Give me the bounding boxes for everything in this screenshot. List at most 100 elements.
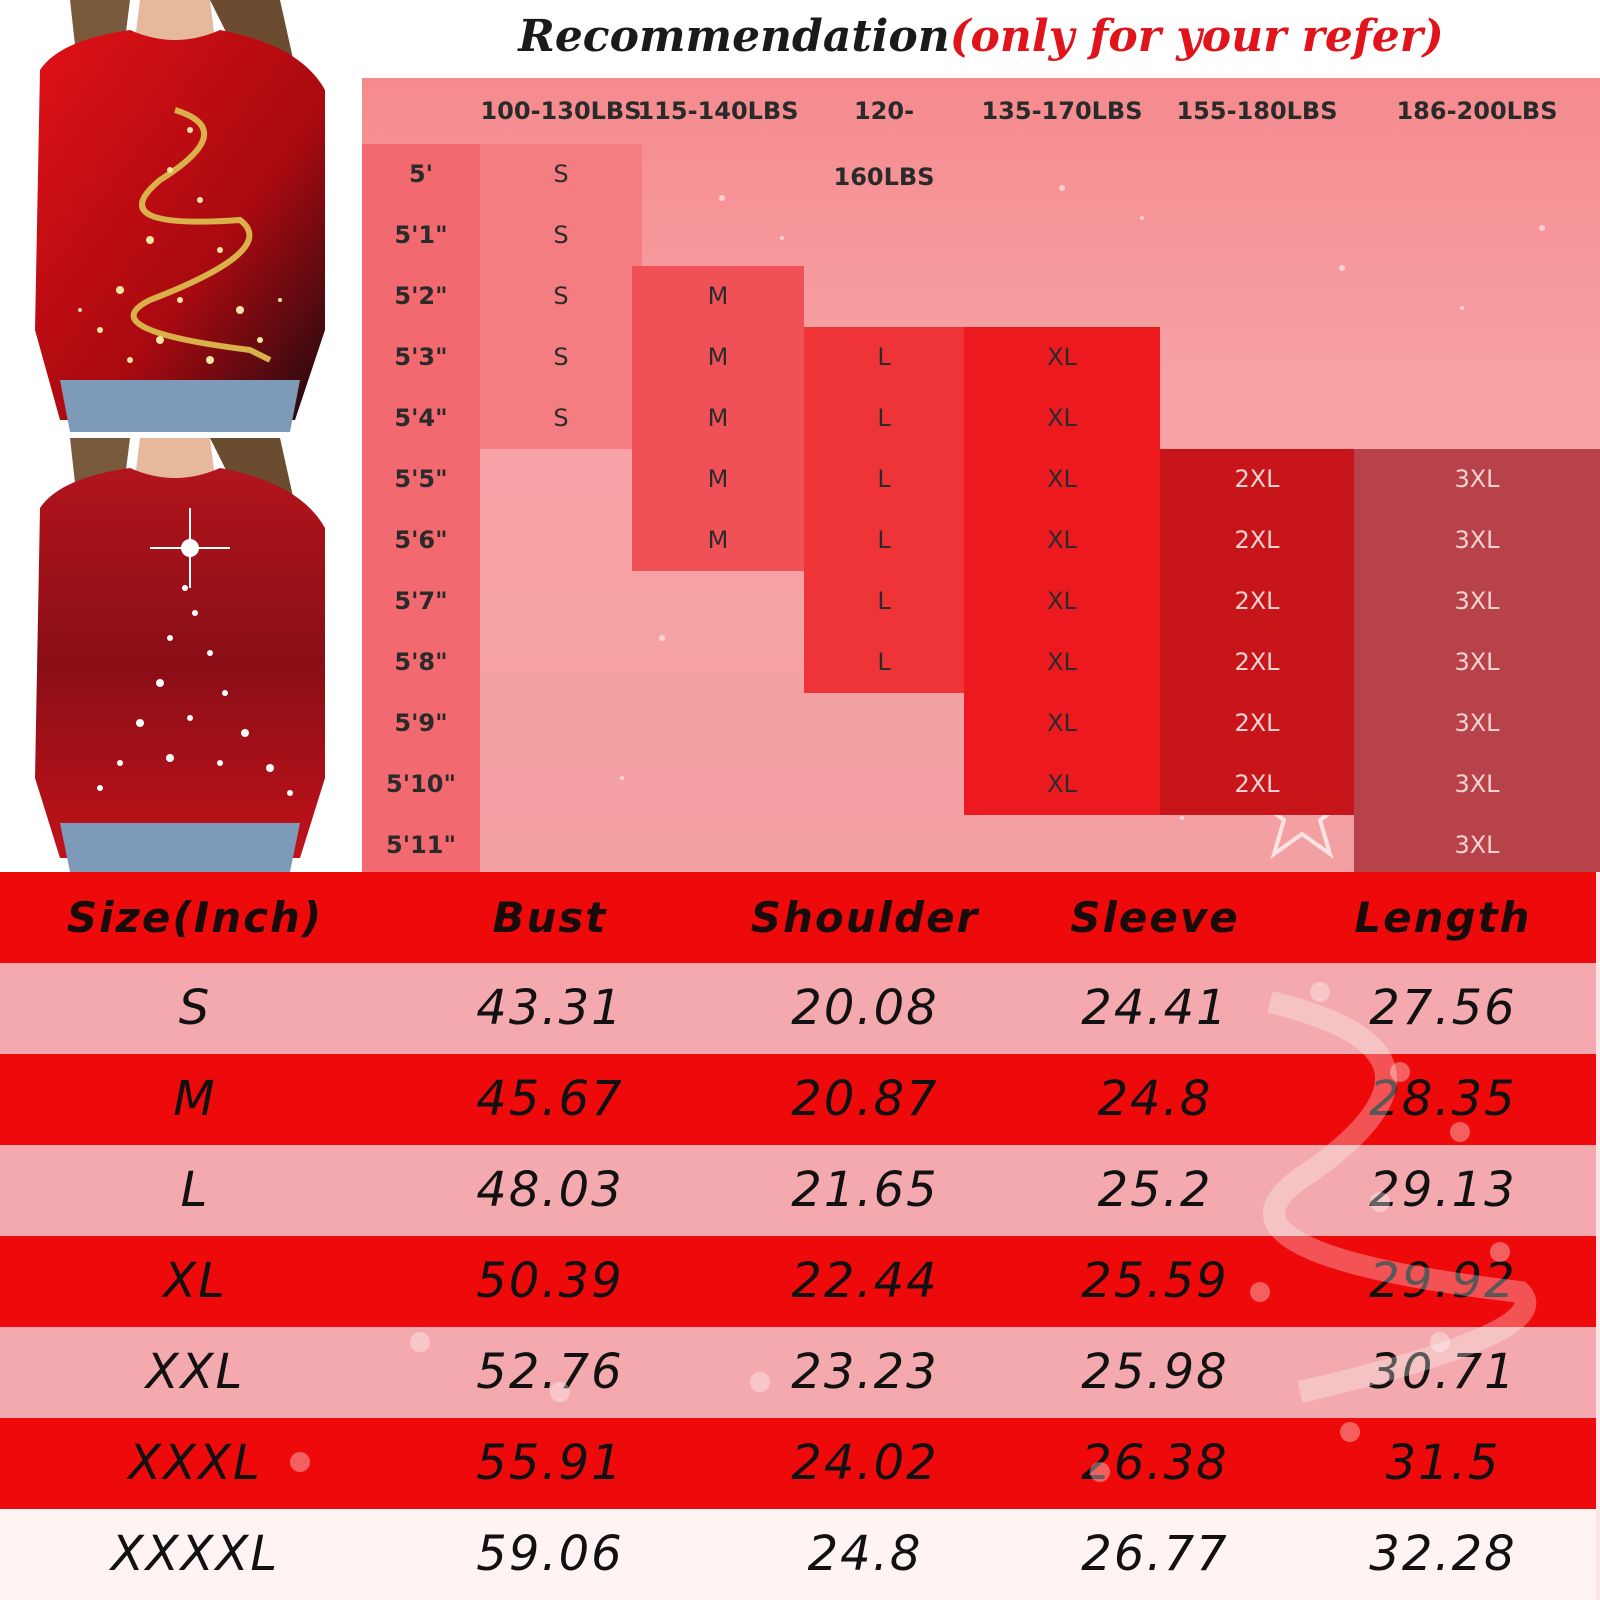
recommended-size-cell: XL (1047, 343, 1077, 371)
size-table-row: XXL 52.76 23.23 25.98 30.71 (0, 1327, 1596, 1418)
cell-sleeve: 25.59 (1081, 1253, 1229, 1309)
cell-bust: 48.03 (476, 1162, 624, 1218)
recommended-size-cell: XL (1047, 709, 1077, 737)
recommendation-title-main: Recommendation (518, 11, 950, 62)
recommended-size-cell: S (553, 282, 569, 310)
size-table-row: S 43.31 20.08 24.41 27.56 (0, 963, 1596, 1054)
recommended-size-cell: 3XL (1454, 770, 1500, 798)
recommended-size-cell: S (553, 221, 569, 249)
cell-shoulder: 24.02 (791, 1435, 939, 1491)
size-block-xl (964, 327, 1160, 815)
cell-shoulder: 24.8 (807, 1526, 923, 1582)
header-shoulder: Shoulder (750, 893, 980, 942)
size-table-header-row: Size(Inch) Bust Shoulder Sleeve Length (0, 872, 1596, 963)
recommended-size-cell: 2XL (1234, 648, 1280, 676)
height-row-label: 5'5" (394, 465, 448, 493)
cell-shoulder: 22.44 (791, 1253, 939, 1309)
recommended-size-cell: M (707, 465, 729, 493)
cell-sleeve: 25.98 (1081, 1344, 1229, 1400)
recommended-size-cell: 2XL (1234, 526, 1280, 554)
cell-size: M (173, 1071, 217, 1127)
cell-shoulder: 20.87 (791, 1071, 939, 1127)
recommended-size-cell: S (553, 404, 569, 432)
cell-shoulder: 20.08 (791, 980, 939, 1036)
recommended-size-cell: 2XL (1234, 709, 1280, 737)
recommended-size-cell: XL (1047, 465, 1077, 493)
recommended-size-cell: L (877, 465, 891, 493)
recommended-size-cell: 2XL (1234, 587, 1280, 615)
size-block-s (480, 144, 642, 449)
recommended-size-cell: 3XL (1454, 587, 1500, 615)
cell-size: XXL (145, 1344, 245, 1400)
recommended-size-cell: M (707, 404, 729, 432)
recommended-size-cell: L (877, 343, 891, 371)
cell-length: 29.92 (1369, 1253, 1517, 1309)
product-photo-gold-tree (0, 0, 362, 432)
header-length: Length (1354, 893, 1532, 942)
cell-bust: 50.39 (476, 1253, 624, 1309)
size-block-2xl (1160, 449, 1354, 815)
size-table-row: L 48.03 21.65 25.2 29.13 (0, 1145, 1596, 1236)
size-recommendation-grid: 100-130LBS 115-140LBS 120-160LBS 135-170LBS… (362, 78, 1600, 872)
size-block-3xl (1354, 449, 1600, 872)
recommended-size-cell: XL (1047, 404, 1077, 432)
height-row-label: 5'3" (394, 343, 448, 371)
recommended-size-cell: 2XL (1234, 770, 1280, 798)
header-size: Size(Inch) (66, 893, 324, 942)
recommended-size-cell: S (553, 343, 569, 371)
cell-bust: 59.06 (476, 1526, 624, 1582)
size-table-row: XXXXL 59.06 24.8 26.77 32.28 (0, 1509, 1596, 1600)
size-measurement-table: Size(Inch) Bust Shoulder Sleeve Length S… (0, 872, 1600, 1600)
recommended-size-cell: 2XL (1234, 465, 1280, 493)
recommended-size-cell: XL (1047, 648, 1077, 676)
weight-column-header: 135-170LBS (981, 97, 1143, 125)
height-row-label: 5'7" (394, 587, 448, 615)
recommended-size-cell: XL (1047, 526, 1077, 554)
recommendation-title: Recommendation(only for your refer) (362, 0, 1600, 78)
header-bust: Bust (492, 893, 608, 942)
recommended-size-cell: M (707, 343, 729, 371)
recommended-size-cell: 3XL (1454, 709, 1500, 737)
cell-length: 27.56 (1369, 980, 1517, 1036)
weight-column-header: 120-160LBS (833, 97, 935, 191)
cell-length: 30.71 (1369, 1344, 1517, 1400)
cell-sleeve: 26.38 (1081, 1435, 1229, 1491)
height-column-band (362, 144, 480, 872)
recommended-size-cell: S (553, 160, 569, 188)
height-row-label: 5'10" (386, 770, 456, 798)
cell-sleeve: 26.77 (1081, 1526, 1229, 1582)
cell-length: 31.5 (1385, 1435, 1501, 1491)
size-table-row: M 45.67 20.87 24.8 28.35 (0, 1054, 1596, 1145)
header-sleeve: Sleeve (1070, 893, 1240, 942)
cell-shoulder: 23.23 (791, 1344, 939, 1400)
recommended-size-cell: L (877, 648, 891, 676)
height-row-label: 5' (408, 160, 434, 188)
recommended-size-cell: L (877, 587, 891, 615)
weight-column-header: 100-130LBS (480, 97, 642, 125)
weight-column-header: 186-200LBS (1396, 97, 1558, 125)
recommended-size-cell: 3XL (1454, 465, 1500, 493)
product-photo-silver-tree (0, 438, 362, 872)
recommended-size-cell: 3XL (1454, 831, 1500, 859)
recommended-size-cell: L (877, 526, 891, 554)
cell-size: XL (163, 1253, 227, 1309)
height-row-label: 5'11" (386, 831, 456, 859)
cell-size: S (178, 980, 212, 1036)
cell-shoulder: 21.65 (791, 1162, 939, 1218)
cell-size: XXXXL (110, 1526, 280, 1582)
recommended-size-cell: 3XL (1454, 648, 1500, 676)
weight-column-header: 115-140LBS (637, 97, 799, 125)
cell-sleeve: 24.8 (1097, 1071, 1213, 1127)
height-row-label: 5'6" (394, 526, 448, 554)
recommended-size-cell: L (877, 404, 891, 432)
recommended-size-cell: M (707, 526, 729, 554)
height-row-label: 5'1" (394, 221, 448, 249)
cell-bust: 45.67 (476, 1071, 624, 1127)
cell-length: 28.35 (1369, 1071, 1517, 1127)
cell-bust: 55.91 (476, 1435, 624, 1491)
cell-sleeve: 25.2 (1097, 1162, 1213, 1218)
cell-length: 29.13 (1369, 1162, 1517, 1218)
size-table-row: XXXL 55.91 24.02 26.38 31.5 (0, 1418, 1596, 1509)
height-row-label: 5'9" (394, 709, 448, 737)
cell-size: L (180, 1162, 210, 1218)
